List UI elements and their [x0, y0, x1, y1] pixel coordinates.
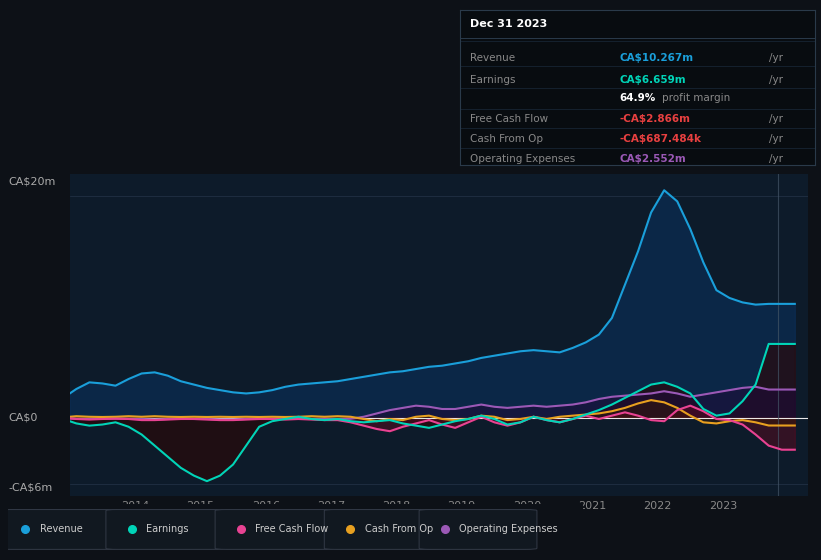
- Text: /yr: /yr: [768, 154, 782, 164]
- Text: CA$0: CA$0: [8, 413, 38, 423]
- Text: Free Cash Flow: Free Cash Flow: [255, 524, 328, 534]
- Text: -CA$6m: -CA$6m: [8, 482, 53, 492]
- Text: CA$6.659m: CA$6.659m: [620, 74, 686, 85]
- Text: Cash From Op: Cash From Op: [365, 524, 433, 534]
- Text: -CA$687.484k: -CA$687.484k: [620, 134, 701, 144]
- Text: Operating Expenses: Operating Expenses: [470, 154, 576, 164]
- Text: 64.9%: 64.9%: [620, 94, 656, 104]
- Text: /yr: /yr: [768, 114, 782, 124]
- Text: -CA$2.866m: -CA$2.866m: [620, 114, 690, 124]
- FancyBboxPatch shape: [0, 510, 117, 549]
- FancyBboxPatch shape: [106, 510, 223, 549]
- Text: CA$2.552m: CA$2.552m: [620, 154, 686, 164]
- Text: CA$10.267m: CA$10.267m: [620, 53, 694, 63]
- Text: /yr: /yr: [768, 134, 782, 144]
- FancyBboxPatch shape: [324, 510, 442, 549]
- FancyBboxPatch shape: [215, 510, 333, 549]
- Text: Revenue: Revenue: [39, 524, 83, 534]
- Text: /yr: /yr: [768, 74, 782, 85]
- Text: profit margin: profit margin: [662, 94, 731, 104]
- Text: Earnings: Earnings: [146, 524, 189, 534]
- Text: Dec 31 2023: Dec 31 2023: [470, 19, 548, 29]
- Text: Free Cash Flow: Free Cash Flow: [470, 114, 548, 124]
- FancyBboxPatch shape: [419, 510, 537, 549]
- Text: /yr: /yr: [768, 53, 782, 63]
- Text: CA$20m: CA$20m: [8, 177, 56, 187]
- Text: Cash From Op: Cash From Op: [470, 134, 544, 144]
- Text: Earnings: Earnings: [470, 74, 516, 85]
- Text: Operating Expenses: Operating Expenses: [460, 524, 558, 534]
- Text: Revenue: Revenue: [470, 53, 516, 63]
